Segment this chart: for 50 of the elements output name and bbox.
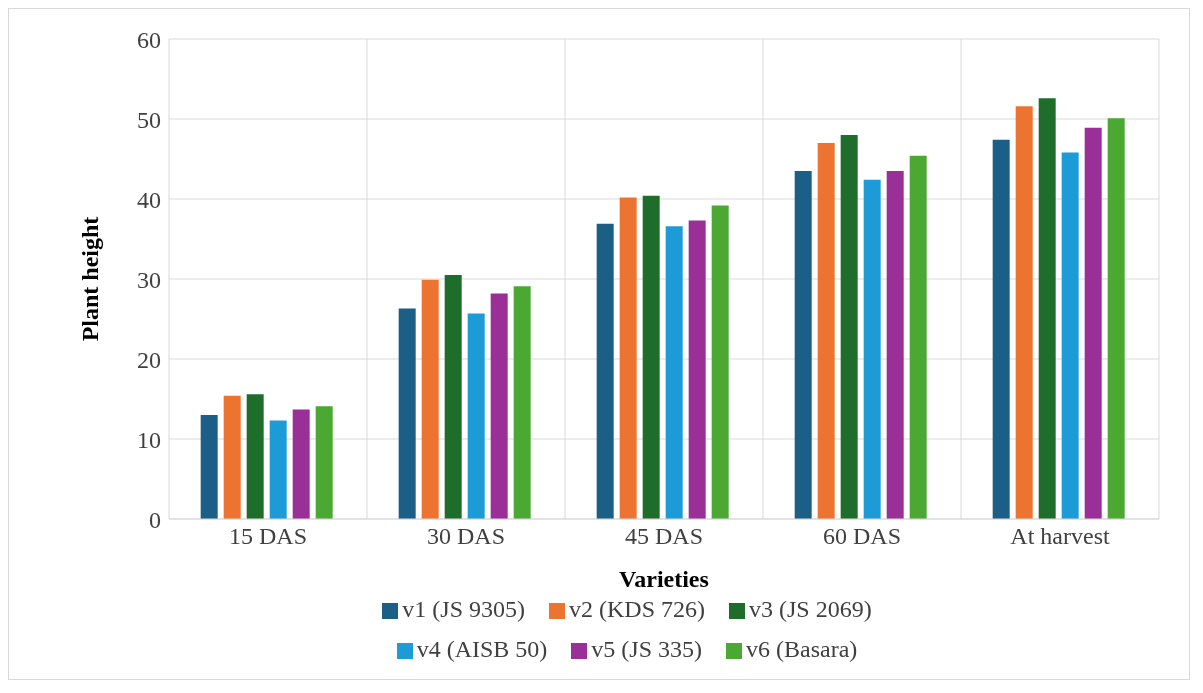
bar — [490, 293, 508, 519]
y-tick-label: 10 — [137, 426, 161, 453]
bar — [840, 135, 858, 519]
legend-label: v3 (JS 2069) — [749, 596, 872, 622]
bar — [398, 308, 416, 519]
y-tick-label: 40 — [137, 186, 161, 213]
bar — [794, 171, 812, 519]
bar — [467, 313, 485, 519]
bar — [711, 205, 729, 519]
bar — [863, 179, 881, 519]
y-tick-label: 20 — [137, 346, 161, 373]
bar — [200, 415, 218, 519]
y-tick-label: 30 — [137, 266, 161, 293]
bar — [886, 171, 904, 519]
x-tick-label: 60 DAS — [822, 523, 902, 550]
x-tick-label: 15 DAS — [228, 523, 308, 550]
bar — [688, 220, 706, 519]
legend-label: v4 (AISB 50) — [416, 636, 548, 662]
bar — [619, 197, 637, 519]
bar — [269, 420, 287, 519]
bar — [444, 275, 462, 519]
bar — [596, 223, 614, 519]
bar — [992, 139, 1010, 519]
bar — [642, 195, 660, 519]
bar — [1015, 106, 1033, 519]
y-tick-label: 60 — [137, 26, 161, 53]
bar — [817, 143, 835, 519]
x-tick-label: 45 DAS — [624, 523, 704, 550]
x-axis-title: Varieties — [619, 566, 709, 592]
legend-label: v6 (Basara) — [746, 636, 858, 662]
legend-label: v5 (JS 335) — [591, 636, 703, 662]
bar — [513, 286, 531, 519]
x-tick-label: At harvest — [1010, 523, 1110, 550]
bar — [223, 395, 241, 519]
bar — [246, 394, 264, 519]
bar — [421, 279, 439, 519]
bar — [1084, 127, 1102, 519]
legend-label: v2 (KDS 726) — [569, 596, 705, 622]
bar — [1038, 98, 1056, 519]
bar — [665, 226, 683, 519]
y-tick-label: 0 — [149, 506, 161, 533]
bar — [1107, 118, 1125, 519]
y-axis-title: Plant height — [76, 216, 103, 342]
bar — [315, 406, 333, 519]
bar — [909, 155, 927, 519]
x-tick-label: 30 DAS — [426, 523, 506, 550]
bar — [1061, 152, 1079, 519]
y-tick-label: 50 — [137, 106, 161, 133]
legend-label: v1 (JS 9305) — [402, 596, 525, 622]
bar — [292, 409, 310, 519]
